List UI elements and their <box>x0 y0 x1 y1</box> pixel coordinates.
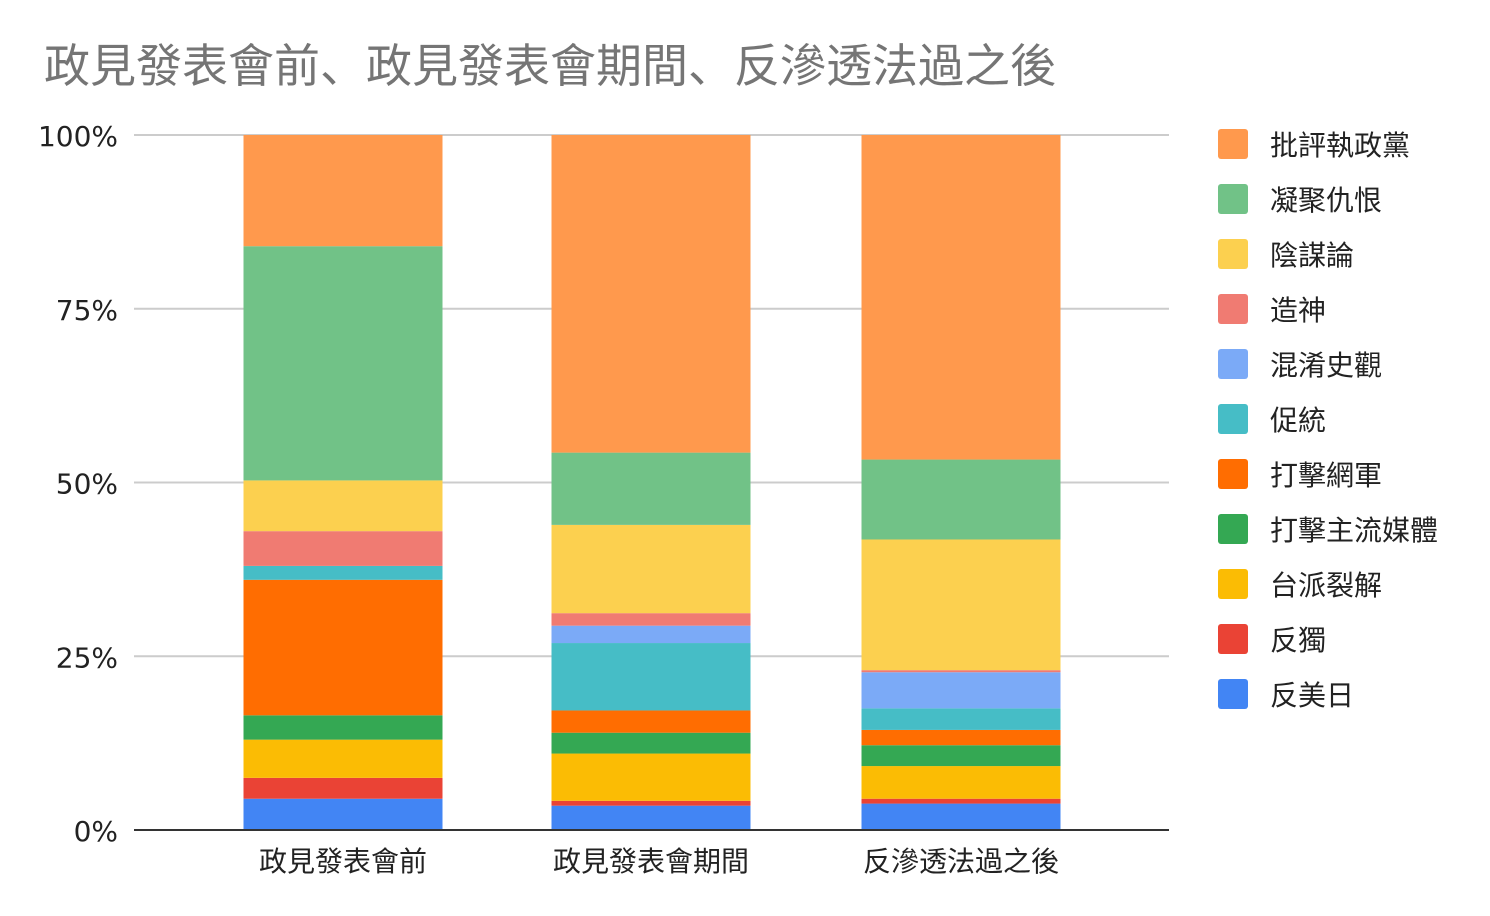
bar-segment <box>861 708 1061 730</box>
legend-label: 反獨 <box>1270 623 1327 657</box>
bar-segment <box>861 135 1061 460</box>
legend-swatch <box>1218 238 1248 269</box>
bar-segment <box>551 524 751 614</box>
x-tick-label: 政見發表會前 <box>259 845 427 878</box>
legend-item: 造神 <box>1218 281 1483 336</box>
y-tick-label: 25% <box>56 641 118 674</box>
bar-segment <box>861 798 1061 804</box>
bar-segment <box>861 539 1061 671</box>
bar-segment <box>861 670 1061 673</box>
bar-segment <box>861 745 1061 767</box>
bar-stacks <box>243 135 1061 830</box>
legend-swatch <box>1218 678 1248 709</box>
bar-segment <box>861 729 1061 746</box>
legend-item: 反獨 <box>1218 611 1483 666</box>
legend-item: 打擊網軍 <box>1218 446 1483 501</box>
y-tick-label: 0% <box>74 815 118 848</box>
y-tick-label: 75% <box>56 294 118 327</box>
bar-segment <box>551 643 751 711</box>
bar-segment <box>861 672 1061 709</box>
legend-item: 台派裂解 <box>1218 556 1483 611</box>
bar-segment <box>551 625 751 644</box>
bar-segment <box>551 613 751 626</box>
legend-swatch <box>1218 623 1248 654</box>
legend-swatch <box>1218 183 1248 214</box>
legend-item: 混淆史觀 <box>1218 336 1483 391</box>
y-axis-ticks: 0% 25% 50% 75% 100% <box>38 120 118 848</box>
bar-segment <box>243 480 443 532</box>
legend-label: 凝聚仇恨 <box>1270 183 1383 217</box>
bar-segment <box>551 800 751 806</box>
legend-label: 陰謀論 <box>1270 238 1355 272</box>
bar-segment <box>551 452 751 525</box>
y-tick-label: 100% <box>38 120 118 153</box>
bar-segment <box>243 565 443 580</box>
legend-swatch <box>1218 568 1248 599</box>
legend-swatch <box>1218 513 1248 544</box>
legend-label: 反美日 <box>1270 678 1355 712</box>
bar-segment <box>243 798 443 830</box>
legend-label: 造神 <box>1270 293 1327 327</box>
bar-segment <box>551 710 751 733</box>
chart-title: 政見發表會前、政見發表會期間、反滲透法過之後 <box>44 39 1056 93</box>
legend-swatch <box>1218 293 1248 324</box>
legend-swatch <box>1218 348 1248 379</box>
legend-swatch <box>1218 128 1248 159</box>
legend-item: 促統 <box>1218 391 1483 446</box>
bar-segment <box>243 135 443 247</box>
bar-segment <box>861 766 1061 799</box>
legend-swatch <box>1218 403 1248 434</box>
legend-label: 打擊主流媒體 <box>1270 513 1439 547</box>
legend-item: 陰謀論 <box>1218 226 1483 281</box>
bar-segment <box>861 459 1061 540</box>
x-tick-label: 反滲透法過之後 <box>863 845 1059 878</box>
bar-segment <box>551 135 751 453</box>
y-tick-label: 50% <box>56 468 118 501</box>
legend-label: 促統 <box>1270 403 1327 437</box>
legend-item: 批評執政黨 <box>1218 116 1483 171</box>
legend: 批評執政黨凝聚仇恨陰謀論造神混淆史觀促統打擊網軍打擊主流媒體 台派裂解反獨反美日 <box>1218 116 1483 721</box>
legend-item: 反美日 <box>1218 666 1483 721</box>
legend-swatch <box>1218 458 1248 489</box>
bar-segment <box>243 739 443 778</box>
legend-label: 台派裂解 <box>1270 568 1383 602</box>
bar-segment <box>861 803 1061 830</box>
bar-segment <box>243 715 443 740</box>
legend-label: 批評執政黨 <box>1270 128 1411 162</box>
bar-segment <box>551 753 751 801</box>
x-axis-ticks: 政見發表會前 政見發表會期間 反滲透法過之後 <box>259 845 1059 878</box>
legend-item: 打擊主流媒體 <box>1218 501 1483 556</box>
bar-segment <box>243 531 443 566</box>
bar-segment <box>551 805 751 830</box>
bar-stack <box>551 135 751 830</box>
legend-item: 凝聚仇恨 <box>1218 171 1483 226</box>
legend-label: 混淆史觀 <box>1270 348 1383 382</box>
bar-stack <box>243 135 443 830</box>
bar-segment <box>243 579 443 716</box>
bar-segment <box>243 246 443 481</box>
bar-segment <box>551 732 751 754</box>
legend-label: 打擊網軍 <box>1270 458 1383 492</box>
bar-stack <box>861 135 1061 830</box>
x-tick-label: 政見發表會期間 <box>553 845 749 878</box>
bar-segment <box>243 777 443 799</box>
